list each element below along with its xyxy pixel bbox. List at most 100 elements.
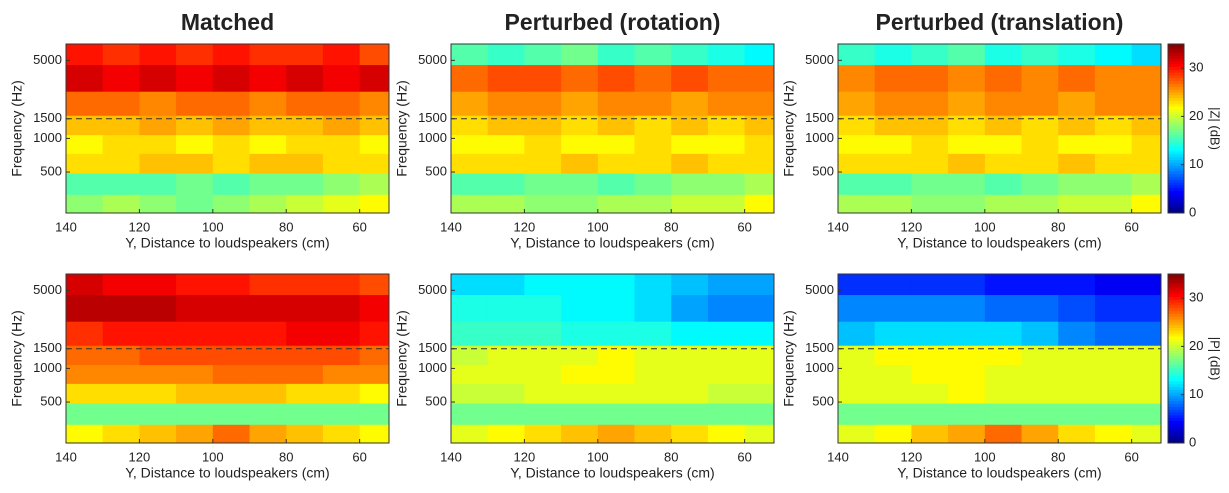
heatmap-cell — [561, 294, 599, 322]
colorbar-swatch — [1168, 288, 1184, 292]
heatmap-cell — [874, 91, 912, 116]
heatmap-panel: 140 120 100 80 60 500 1000 1500 5000 Y, Distance … — [9, 9, 390, 251]
y-axis-label: Frequency (Hz) — [394, 310, 410, 406]
colorbar-swatch — [1168, 397, 1184, 402]
heatmap-cell — [487, 153, 525, 174]
colorbar-tick-label: 0 — [1189, 204, 1196, 219]
x-axis-label: Y, Distance to loudspeakers (cm) — [510, 235, 714, 251]
heatmap-cell — [744, 321, 774, 346]
heatmap-cell — [597, 173, 636, 195]
cells — [451, 44, 774, 213]
colorbar-swatch — [1168, 196, 1184, 200]
heatmap-cell — [139, 383, 177, 404]
heatmap-cell — [249, 134, 287, 154]
heatmap-cell — [948, 91, 986, 116]
colorbar-swatch — [1168, 366, 1184, 371]
heatmap-cell — [1131, 321, 1161, 346]
heatmap-cell — [322, 194, 361, 213]
heatmap-cell — [597, 64, 636, 92]
heatmap-cell — [286, 134, 324, 154]
colorbar-swatch — [1168, 198, 1184, 203]
heatmap-cell — [1131, 274, 1161, 296]
heatmap-cell — [249, 173, 287, 195]
heatmap-cell — [1094, 345, 1133, 366]
x-axis-label: Y, Distance to loudspeakers (cm) — [510, 465, 714, 481]
heatmap-cell — [1131, 91, 1161, 116]
x-tick-label: 60 — [352, 219, 366, 234]
colorbar-swatch — [1168, 310, 1184, 314]
colorbar-swatch — [1168, 335, 1184, 340]
heatmap-cell — [451, 115, 489, 136]
heatmap-cell — [707, 294, 746, 322]
colorbar-swatch — [1168, 117, 1184, 121]
colorbar-swatch — [1168, 279, 1184, 283]
colorbar-swatch — [1168, 375, 1184, 379]
colorbar-swatch — [1168, 100, 1184, 104]
cells — [451, 274, 774, 443]
heatmap-cell — [212, 115, 251, 136]
colorbar-swatch — [1168, 304, 1184, 309]
colorbar-swatch — [1168, 134, 1184, 138]
panel-title: Matched — [181, 9, 274, 35]
heatmap-cell — [561, 115, 599, 136]
heatmap-cell — [838, 115, 876, 136]
heatmap-cell — [597, 321, 636, 346]
heatmap-cell — [707, 44, 746, 66]
heatmap-cell — [139, 294, 177, 322]
heatmap-cell — [671, 173, 709, 195]
heatmap-cell — [286, 345, 324, 366]
heatmap-cell — [322, 403, 361, 425]
heatmap-cell — [1094, 383, 1133, 404]
heatmap-cell — [249, 64, 287, 92]
heatmap-cell — [487, 321, 525, 346]
heatmap-cell — [1094, 364, 1133, 384]
x-tick-label: 100 — [974, 449, 996, 464]
heatmap-cell — [524, 403, 562, 425]
heatmap-cell — [524, 364, 562, 384]
heatmap-cell — [597, 134, 636, 154]
heatmap-cell — [451, 294, 489, 322]
heatmap-cell — [911, 194, 949, 213]
colorbar-swatch — [1168, 182, 1184, 186]
heatmap-cell — [212, 134, 251, 154]
heatmap-cell — [838, 194, 876, 213]
x-tick-label: 140 — [827, 449, 849, 464]
colorbar-tick-label: 10 — [1189, 386, 1203, 401]
heatmap-cell — [322, 115, 361, 136]
colorbar-swatch — [1168, 358, 1184, 362]
heatmap-cell — [102, 194, 140, 213]
colorbar-swatch — [1168, 170, 1184, 175]
heatmap-cell — [286, 194, 324, 213]
heatmap-cell — [451, 64, 489, 92]
heatmap-cell — [1021, 383, 1059, 404]
heatmap-cell — [1021, 294, 1059, 322]
heatmap-cell — [1094, 194, 1133, 213]
colorbar-swatch — [1168, 321, 1184, 326]
x-tick-label: 140 — [440, 219, 462, 234]
heatmap-cell — [176, 153, 214, 174]
heatmap-cell — [597, 345, 636, 366]
x-tick-label: 100 — [202, 449, 224, 464]
heatmap-cell — [66, 321, 104, 346]
colorbar-swatch — [1168, 162, 1184, 166]
heatmap-cell — [286, 115, 324, 136]
x-tick-label: 120 — [514, 219, 536, 234]
heatmap-cell — [1058, 44, 1096, 66]
heatmap-cell — [874, 364, 912, 384]
heatmap-cell — [66, 115, 104, 136]
heatmap-cell — [634, 115, 672, 136]
heatmap-cell — [322, 424, 361, 443]
heatmap-cell — [66, 194, 104, 213]
heatmap-cell — [102, 383, 140, 404]
colorbar-swatch — [1168, 361, 1184, 365]
y-tick-label: 500 — [40, 393, 62, 408]
heatmap-cell — [212, 294, 251, 322]
heatmap-cell — [176, 64, 214, 92]
heatmap-cell — [322, 173, 361, 195]
heatmap-panel: 140 120 100 80 60 500 1000 1500 5000 Y, Distance … — [394, 273, 775, 481]
heatmap-cell — [561, 274, 599, 296]
colorbar-swatch — [1168, 63, 1184, 68]
colorbar-swatch — [1168, 437, 1184, 441]
heatmap-cell — [707, 194, 746, 213]
x-tick-label: 140 — [55, 219, 77, 234]
